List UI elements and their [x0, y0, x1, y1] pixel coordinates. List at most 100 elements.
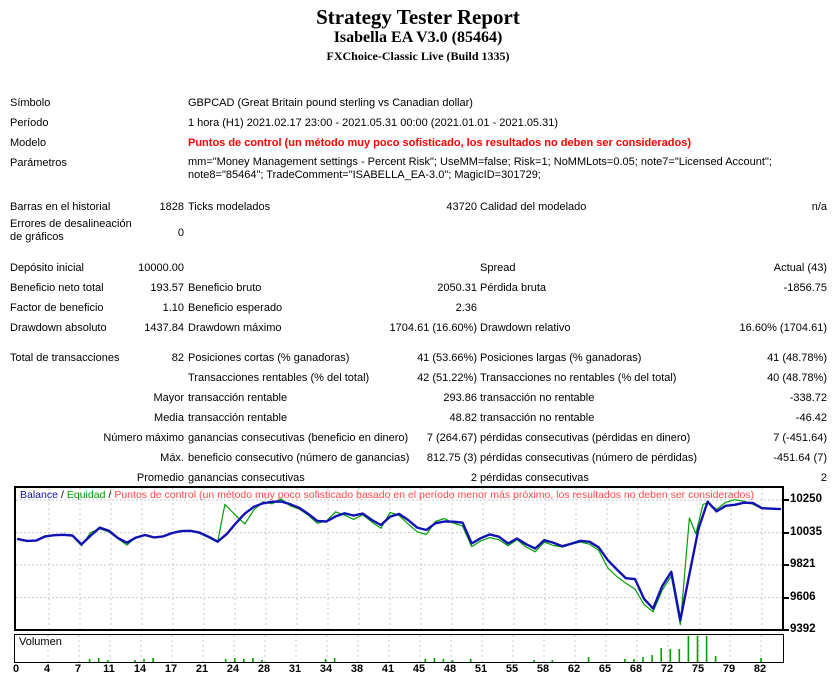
report-row: Total de transacciones 82 Posiciones corta…: [0, 348, 836, 368]
report-label: Símbolo: [10, 97, 51, 109]
report-value: -338.72: [789, 392, 827, 404]
x-tick-label: 82: [753, 663, 767, 675]
y-tick-label: 9606: [790, 590, 816, 603]
equidad-line: [17, 498, 781, 626]
report-label: 1 hora (H1) 2021.02.17 23:00 - 2021.05.3…: [188, 117, 559, 129]
report-row: Factor de beneficio 1.10 Beneficio esperad…: [0, 298, 836, 318]
x-tick-label: 41: [381, 663, 395, 675]
volume-bar: [134, 660, 136, 662]
report-row: Errores de desalineación de gráficos 0: [0, 215, 836, 253]
x-tick-label: 62: [567, 663, 581, 675]
volume-bar: [261, 660, 263, 662]
report-label: Parámetros: [10, 157, 67, 169]
report-label: Calidad del modelado: [480, 201, 587, 213]
x-tick-label: 55: [505, 663, 519, 675]
x-tick-label: 34: [319, 663, 333, 675]
report-row: Depósito inicial 10000.00 Spread Actual (43…: [0, 258, 836, 278]
report-value: Máx.: [160, 452, 184, 464]
report-value: Número máximo: [103, 432, 184, 444]
balance-chart-canvas: [16, 488, 782, 629]
report-label: Drawdown máximo: [188, 322, 282, 334]
report-value: -1856.75: [783, 282, 827, 294]
volume-bar: [433, 658, 436, 662]
volume-bar: [451, 660, 454, 662]
legend-separator: /: [60, 489, 64, 501]
volume-bar: [660, 648, 662, 662]
volume-bar: [252, 658, 254, 662]
report-row: Beneficio neto total 193.57 Beneficio brut…: [0, 278, 836, 298]
x-tick-label: 4: [43, 663, 51, 675]
x-tick-label: 21: [195, 663, 209, 675]
volume-bar: [243, 659, 245, 662]
report-row: Drawdown absoluto 1437.84 Drawdown máximo 1…: [0, 318, 836, 338]
report-value: 42 (51.22%): [417, 372, 477, 384]
report-value: 43720: [446, 201, 477, 213]
volume-bar: [533, 660, 535, 662]
report-label: Período: [10, 117, 49, 129]
report-value: Actual (43): [773, 262, 827, 274]
volume-bar: [324, 659, 327, 662]
x-tick-label: 28: [257, 663, 271, 675]
report-value: Media: [154, 412, 184, 424]
report-value: n/a: [811, 201, 827, 213]
report-label: Beneficio bruto: [188, 282, 262, 294]
report-label: Transacciones no rentables (% del total): [480, 372, 677, 384]
volume-bar: [669, 649, 672, 662]
report-value: 2: [820, 472, 827, 484]
report-label: Posiciones largas (% ganadoras): [480, 352, 642, 364]
x-tick-label: 58: [536, 663, 550, 675]
x-tick-label: 11: [103, 663, 115, 675]
y-tick-label: 9821: [790, 558, 816, 570]
report-value: Promedio: [136, 472, 184, 484]
volume-bar: [714, 656, 717, 662]
report-label: Pérdida bruta: [480, 282, 547, 294]
report-row: Parámetros mm="Money Management settings …: [0, 153, 836, 197]
report-value: Mayor: [153, 392, 184, 404]
volume-bar: [642, 657, 644, 662]
report-label: Total de transacciones: [10, 352, 120, 364]
balance-line: [16, 500, 782, 622]
volume-pane-label: Volumen: [19, 636, 62, 648]
x-tick-label: 68: [629, 663, 643, 675]
volume-bar: [624, 659, 626, 662]
report-value: 812.75 (3): [426, 452, 477, 464]
report-value: 7 (264.67): [426, 432, 477, 444]
report-value: 2050.31: [437, 282, 477, 294]
report-value: 48.82: [449, 412, 477, 424]
report-row: Modelo Puntos de control (un método muy p…: [0, 133, 836, 153]
volume-bar: [224, 659, 227, 662]
volume-bar: [442, 659, 445, 662]
volume-bar: [651, 655, 653, 662]
volume-bar: [234, 658, 236, 662]
volume-bar: [678, 649, 681, 662]
report-label: Beneficio neto total: [10, 282, 104, 294]
report-label: GBPCAD (Great Britain pound sterling vs …: [188, 97, 473, 109]
volume-pane-frame: Volumen: [14, 634, 784, 663]
x-tick-label: 31: [288, 663, 302, 675]
report-value: 40 (48.78%): [767, 372, 827, 384]
report-value: 0: [177, 227, 184, 239]
report-value: 82: [171, 352, 184, 364]
legend-model-note: Puntos de control (un método muy poco so…: [114, 489, 755, 501]
report-value: 1828: [159, 201, 184, 213]
volume-chart-canvas: [47, 635, 762, 662]
x-tick-label: 7: [74, 663, 82, 675]
report-value: 293.86: [443, 392, 477, 404]
report-label: Errores de desalineación de gráficos: [10, 218, 132, 243]
report-label: Depósito inicial: [10, 262, 84, 274]
report-value: 10000.00: [138, 262, 184, 274]
report-label: Barras en el historial: [10, 201, 111, 213]
x-tick-label: 51: [474, 663, 488, 675]
report-value: 2: [470, 472, 477, 484]
y-tick-label: 9392: [790, 623, 816, 635]
report-value: -451.64 (7): [773, 452, 827, 464]
volume-bar: [424, 659, 427, 662]
report-row: Barras en el historial 1828 Ticks modelado…: [0, 197, 836, 215]
volume-bar: [88, 659, 91, 662]
report-row: Período 1 hora (H1) 2021.02.17 23:00 - 20…: [0, 113, 836, 133]
balance-chart-frame: Balance / Equidad / Puntos de control (un mé…: [14, 486, 784, 631]
report-label: Ticks modelados: [188, 201, 271, 213]
legend-equity-label: Equidad: [66, 489, 106, 501]
volume-bar: [687, 636, 690, 662]
